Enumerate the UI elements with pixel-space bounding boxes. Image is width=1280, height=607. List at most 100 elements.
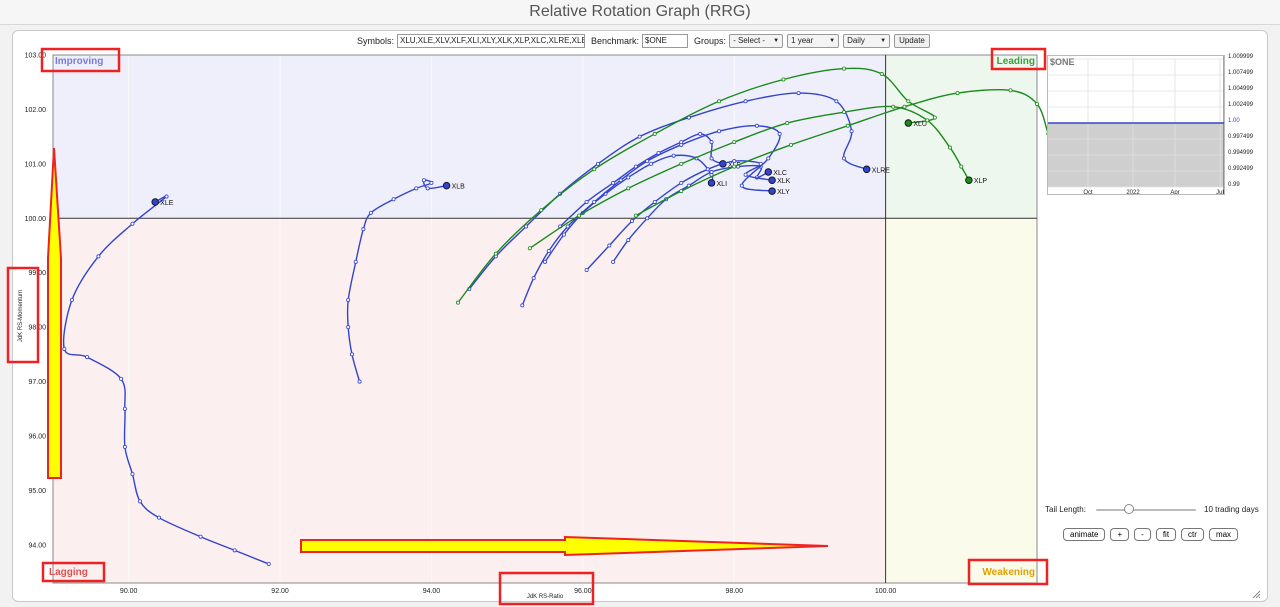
series-tail-xlp: [529, 105, 970, 249]
quadrant-label-weakening: Weakening: [982, 567, 1035, 578]
series-point: [645, 216, 650, 221]
series-point: [906, 99, 911, 104]
groups-select[interactable]: - Select - ▼: [729, 34, 784, 48]
series-point: [414, 186, 419, 191]
series-point: [841, 66, 846, 71]
fit-button[interactable]: fit: [1155, 528, 1177, 541]
series-point: [493, 251, 498, 256]
series-label-xly: XLY: [777, 189, 790, 196]
series-head-xlc: [764, 168, 773, 176]
vertical-arrow: [47, 147, 62, 479]
series-label-xlu: XLU: [913, 121, 927, 128]
series-point: [925, 118, 930, 123]
frequency-select-value: Daily: [847, 36, 865, 45]
series-point: [709, 156, 714, 161]
series-point: [717, 99, 722, 104]
series-xlc: XLC: [611, 164, 787, 264]
resize-grip-icon[interactable]: [1252, 590, 1261, 599]
benchmark-chart: $ONE Oct 2022 Apr Jul: [1048, 56, 1224, 195]
controls-bar: Symbols: XLU,XLE,XLV,XLF,XLI,XLY,XLK,XLP…: [357, 33, 930, 49]
series-point: [361, 227, 366, 232]
highlight-box-lagging: [41, 561, 106, 583]
update-button[interactable]: Update: [894, 34, 930, 48]
series-point: [429, 180, 434, 185]
series-point: [62, 346, 67, 351]
series-point: [198, 534, 203, 539]
series-point: [595, 161, 600, 166]
series-label-xlb: XLB: [452, 184, 466, 191]
series-point: [709, 170, 714, 175]
series-point: [592, 199, 597, 204]
tail-length-value: 10 trading days: [1204, 505, 1259, 514]
chevron-down-icon: ▼: [773, 38, 780, 44]
series-point: [841, 110, 846, 115]
benchmark-x-tick: Oct: [1083, 190, 1093, 195]
animate-button[interactable]: animate: [1063, 528, 1106, 541]
quadrant-leading: [885, 55, 1037, 219]
quadrant-lagging: [53, 218, 886, 584]
series-point: [652, 199, 657, 204]
highlight-box-x-axis-title: [498, 571, 595, 606]
series-head-xlk: [768, 176, 776, 184]
center-button[interactable]: ctr: [1181, 528, 1204, 541]
series-point: [421, 178, 426, 183]
series-point: [119, 376, 124, 381]
series-point: [789, 142, 794, 147]
y-tick-label: 95.00: [28, 488, 46, 495]
x-tick-label: 90.00: [120, 588, 138, 595]
chevron-down-icon: ▼: [880, 38, 887, 44]
x-tick-label: 100.00: [875, 588, 897, 595]
series-head-xlre: [862, 165, 871, 174]
series-label-xlre: XLRE: [872, 167, 891, 174]
series-point: [391, 197, 396, 202]
tail-length-slider-handle[interactable]: [1124, 504, 1134, 514]
series-point: [607, 243, 612, 248]
benchmark-y-tick: 1.00: [1228, 117, 1240, 124]
series-point: [349, 352, 354, 357]
benchmark-title: $ONE: [1050, 57, 1075, 67]
zoom-in-button[interactable]: +: [1110, 528, 1130, 541]
period-select-value: 1 year: [791, 36, 814, 45]
benchmark-panel: $ONE Oct 2022 Apr Jul: [1047, 55, 1225, 195]
series-point: [630, 219, 635, 224]
series-point: [266, 561, 271, 566]
groups-label: Groups:: [694, 36, 727, 46]
series-point: [652, 131, 657, 136]
series-point: [947, 145, 952, 150]
series-point: [796, 91, 801, 96]
series-point: [353, 259, 358, 264]
series-point: [717, 129, 722, 134]
quadrant-label-improving: Improving: [55, 56, 103, 67]
series-point: [1008, 88, 1013, 93]
y-tick-label: 96.00: [28, 434, 46, 441]
zoom-out-button[interactable]: -: [1134, 528, 1151, 541]
highlight-box-improving: [40, 47, 121, 73]
series-point: [584, 268, 589, 273]
series-point: [698, 131, 703, 136]
benchmark-input[interactable]: $ONE: [642, 34, 689, 48]
series-point: [679, 142, 684, 147]
chart-buttons: animate + - fit ctr max: [1063, 528, 1239, 541]
frequency-select[interactable]: Daily ▼: [843, 34, 891, 48]
series-xlu: XLU: [455, 66, 937, 305]
max-button[interactable]: max: [1208, 528, 1239, 541]
series-point: [611, 259, 616, 264]
series-point: [709, 140, 714, 145]
series-xlb: XLB: [346, 178, 466, 384]
y-tick-label: 101.00: [25, 161, 47, 168]
benchmark-y-tick: 0.997499: [1228, 134, 1254, 140]
series-point: [130, 221, 135, 226]
quadrant-improving: [53, 55, 886, 219]
benchmark-y-tick: 1.004999: [1228, 86, 1254, 92]
symbols-input[interactable]: XLU,XLE,XLV,XLF,XLI,XLY,XLK,XLP,XLC,XLRE…: [397, 34, 586, 48]
benchmark-axis-edge: [1223, 56, 1224, 194]
series-point: [1035, 101, 1040, 106]
tail-length-slider-track[interactable]: [1096, 509, 1196, 511]
series-point: [841, 156, 846, 161]
period-select[interactable]: 1 year ▼: [787, 34, 840, 48]
series-point: [524, 224, 529, 229]
series-point: [527, 246, 532, 251]
series-point: [539, 208, 544, 213]
series-point: [69, 297, 74, 302]
